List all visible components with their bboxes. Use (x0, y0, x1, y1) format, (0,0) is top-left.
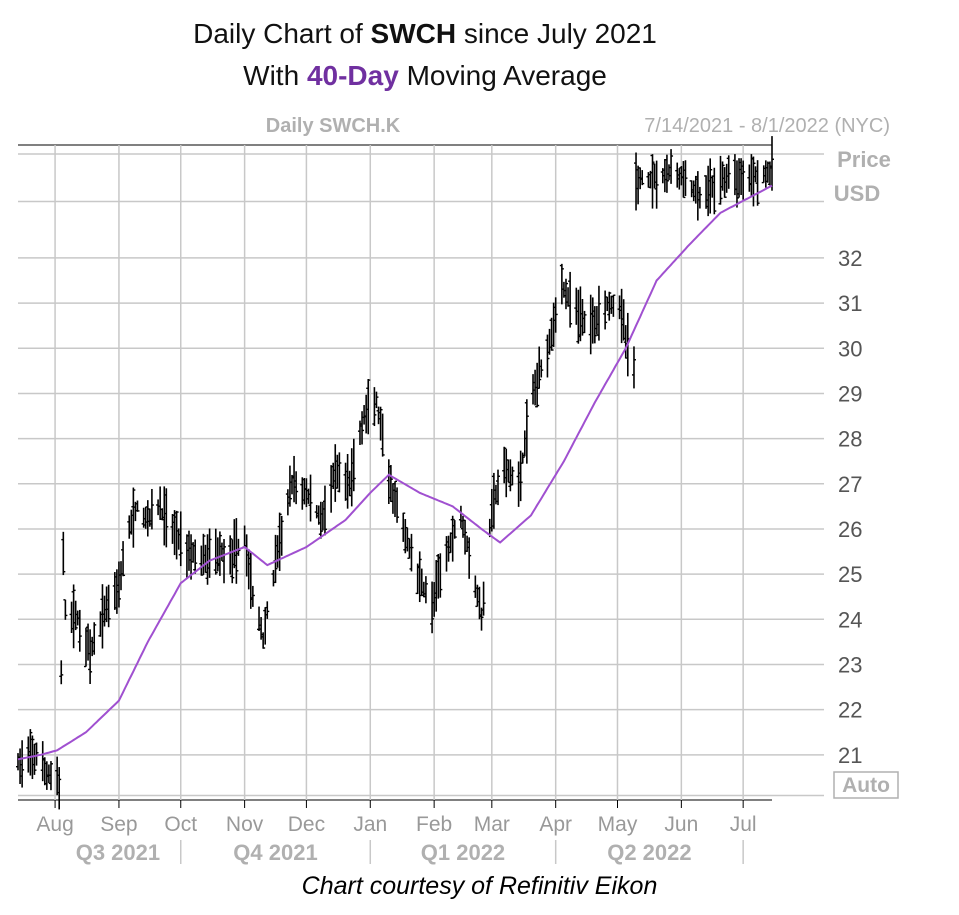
x-tick-label: Jun (664, 813, 698, 836)
y-tick-label: 28 (838, 427, 862, 452)
y-tick-label: 25 (838, 562, 862, 587)
title-ticker: SWCH (370, 18, 457, 49)
quarter-label: Q4 2021 (233, 840, 317, 865)
instrument-label: Daily SWCH.K (266, 115, 401, 137)
y-tick-label: 29 (838, 381, 862, 406)
y-tick-label: 21 (838, 743, 862, 768)
x-tick-label: Nov (226, 813, 264, 836)
chart-subtitle: With 40-Day Moving Average (0, 60, 850, 92)
y-tick-label: 30 (838, 336, 862, 361)
y-axis-label-price: Price (837, 147, 891, 172)
x-tick-label: Mar (474, 813, 510, 836)
x-tick-label: Sep (100, 813, 137, 836)
y-tick-label: 23 (838, 652, 862, 677)
quarter-label: Q1 2022 (421, 840, 505, 865)
chart-title: Daily Chart of SWCH since July 2021 (0, 18, 850, 50)
y-axis-label-currency: USD (834, 181, 880, 206)
y-tick-label: 31 (838, 291, 862, 316)
y-tick-label: 24 (838, 607, 862, 632)
x-tick-label: Feb (416, 813, 452, 836)
x-tick-label: Jan (353, 813, 387, 836)
y-tick-label: 22 (838, 698, 862, 723)
price-chart: Daily SWCH.K 7/14/2021 - 8/1/2022 (NYC) 21… (16, 115, 899, 865)
y-tick-label: 32 (838, 246, 862, 271)
x-tick-label: Oct (164, 813, 197, 836)
y-tick-label: 26 (838, 517, 862, 542)
title-prefix: Daily Chart of (193, 18, 363, 49)
x-tick-label: Jul (730, 813, 757, 836)
chart-credit: Chart courtesy of Refinitiv Eikon (301, 872, 658, 900)
title-suffix: since July 2021 (463, 18, 657, 49)
quarter-label: Q2 2022 (607, 840, 691, 865)
x-tick-label: Apr (539, 813, 572, 836)
subtitle-prefix: With (243, 60, 300, 91)
x-tick-label: May (598, 813, 638, 836)
x-tick-label: Aug (36, 813, 73, 836)
date-range-label: 7/14/2021 - 8/1/2022 (NYC) (644, 115, 890, 137)
ohlc-bars (16, 136, 774, 810)
quarter-label: Q3 2021 (76, 840, 160, 865)
autoscale-box (833, 771, 899, 799)
y-tick-label: 27 (838, 472, 862, 497)
x-tick-label: Dec (288, 813, 325, 836)
subtitle-highlight: 40-Day (306, 60, 399, 91)
subtitle-suffix: Moving Average (406, 60, 607, 91)
autoscale-label: Auto (842, 774, 890, 797)
moving-average-line (17, 184, 773, 761)
